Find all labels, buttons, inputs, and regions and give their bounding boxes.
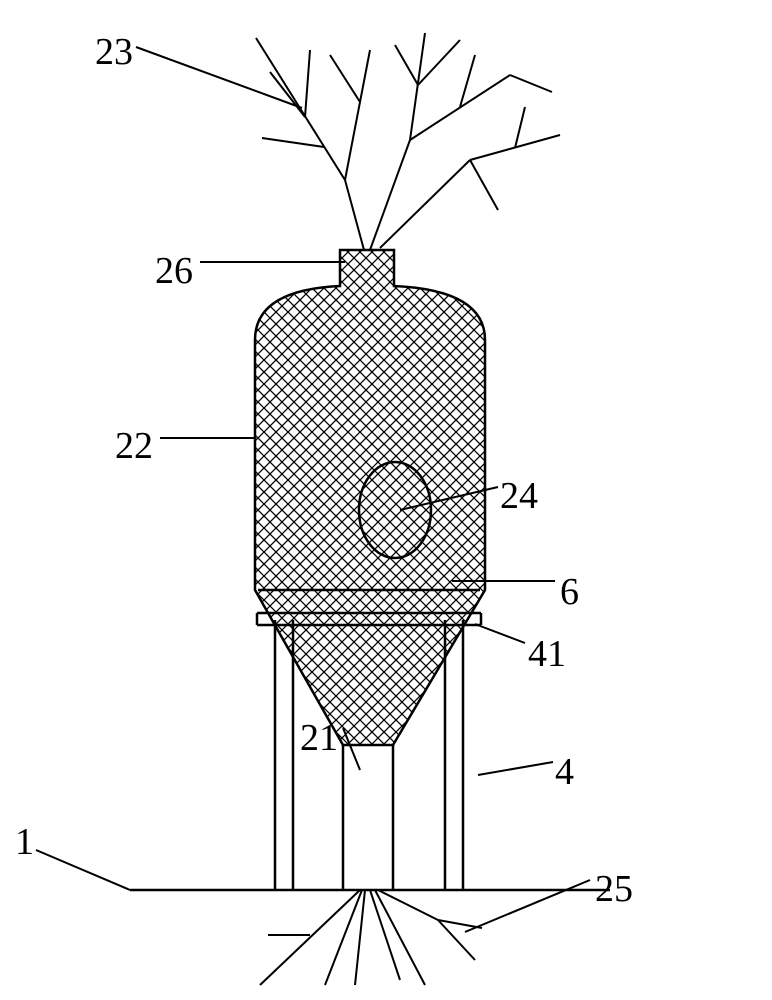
label-1: 1 [15, 820, 34, 864]
label-23: 23 [95, 30, 133, 74]
diagram-canvas [0, 0, 772, 1000]
label-41: 41 [528, 632, 566, 676]
label-6: 6 [560, 570, 579, 614]
label-24: 24 [500, 474, 538, 518]
label-21: 21 [300, 716, 338, 760]
label-25: 25 [595, 867, 633, 911]
label-4: 4 [555, 750, 574, 794]
label-26: 26 [155, 249, 193, 293]
label-22: 22 [115, 424, 153, 468]
